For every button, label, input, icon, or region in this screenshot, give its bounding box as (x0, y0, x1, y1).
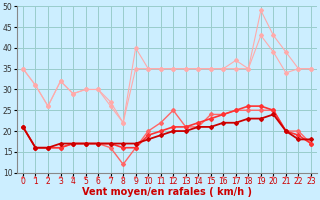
X-axis label: Vent moyen/en rafales ( km/h ): Vent moyen/en rafales ( km/h ) (82, 187, 252, 197)
